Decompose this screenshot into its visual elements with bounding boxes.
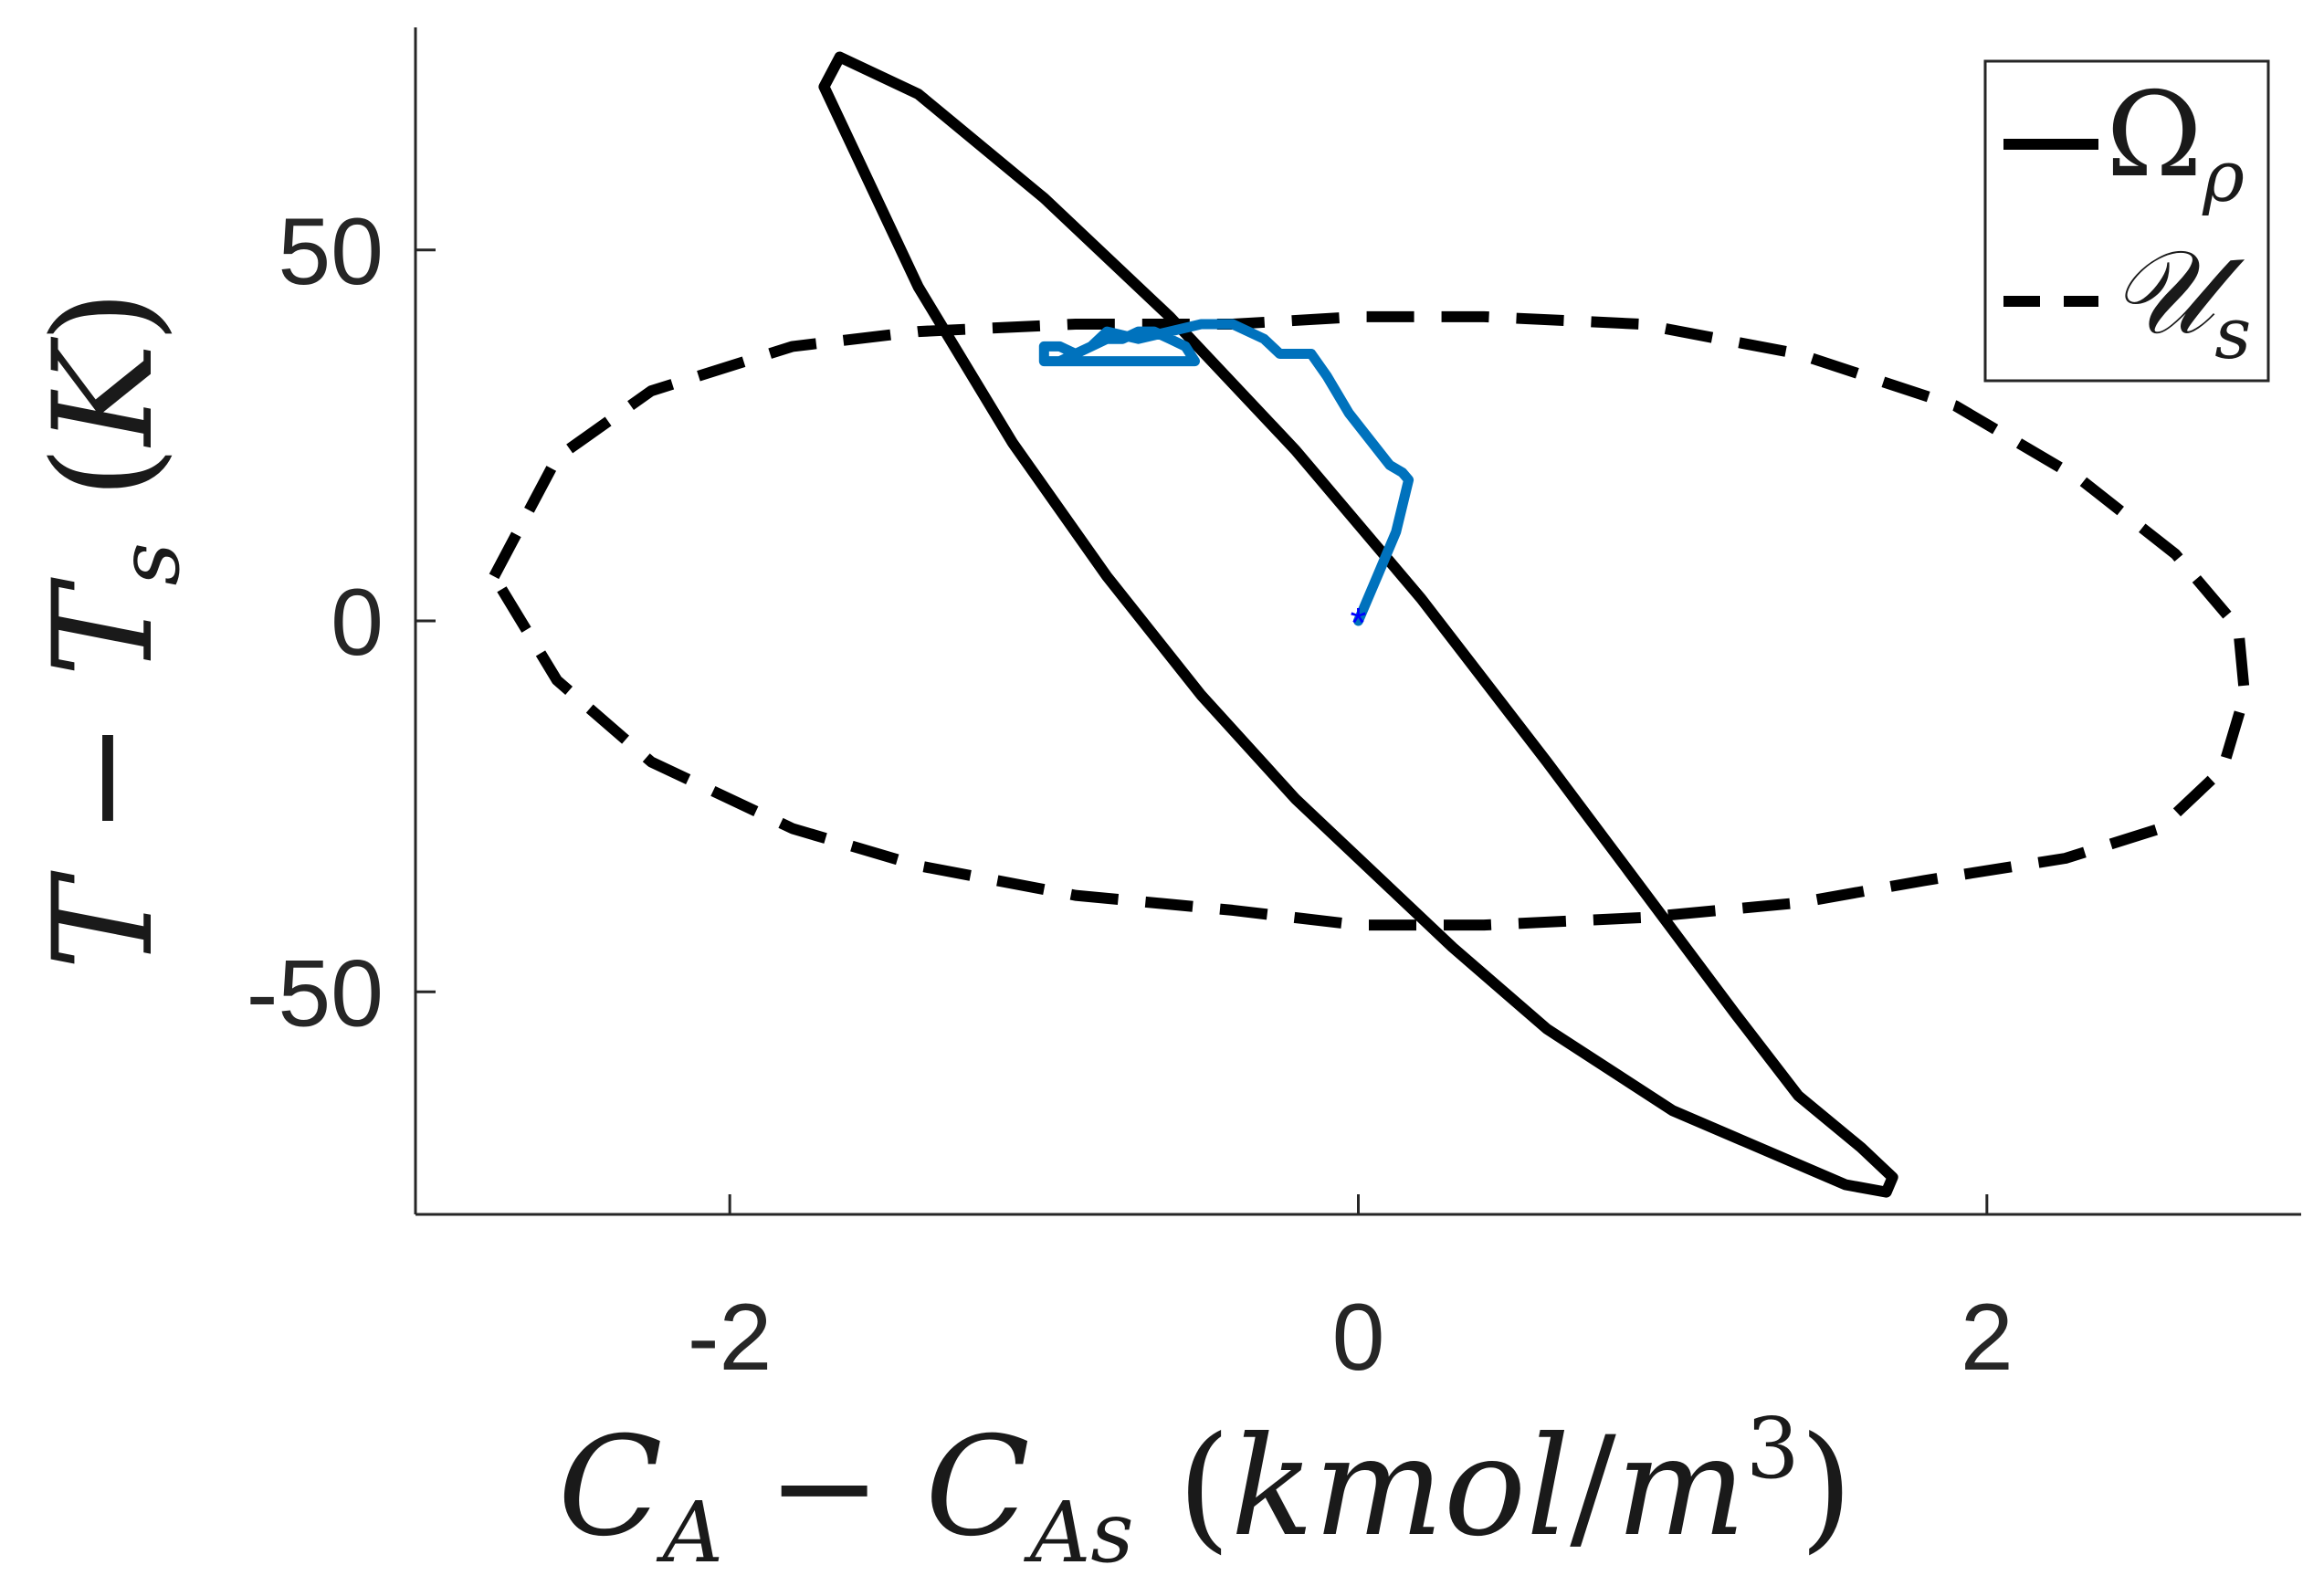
series-line-omega-rho: [818, 51, 1898, 1198]
x-tick-label: -2: [688, 1285, 772, 1391]
plot-series: [489, 51, 2251, 1198]
x-tick-label: 0: [1332, 1285, 1385, 1391]
legend-box: [1983, 59, 2270, 383]
x-tick-label: 2: [1961, 1285, 2014, 1391]
tick-labels: -2 0 2 -50 0 50: [247, 199, 2014, 1391]
start-point-marker: *: [1351, 599, 1367, 646]
y-tick-label: -50: [247, 940, 384, 1046]
y-axis-label: T − Ts (K): [25, 289, 198, 970]
y-tick-label: 50: [278, 199, 384, 305]
x-axis-label: CA − CAs (kmol/m3): [558, 1400, 1853, 1581]
y-tick-label: 0: [331, 570, 384, 676]
series-line-trajectory: [1038, 319, 1414, 626]
plot-markers: *: [1351, 599, 1367, 646]
series-line-u-s: [489, 310, 2251, 931]
legend: Ωρ 𝒰s: [1983, 59, 2270, 383]
axes: [414, 27, 2301, 1216]
legend-label-omega: Ωρ: [2106, 68, 2245, 218]
